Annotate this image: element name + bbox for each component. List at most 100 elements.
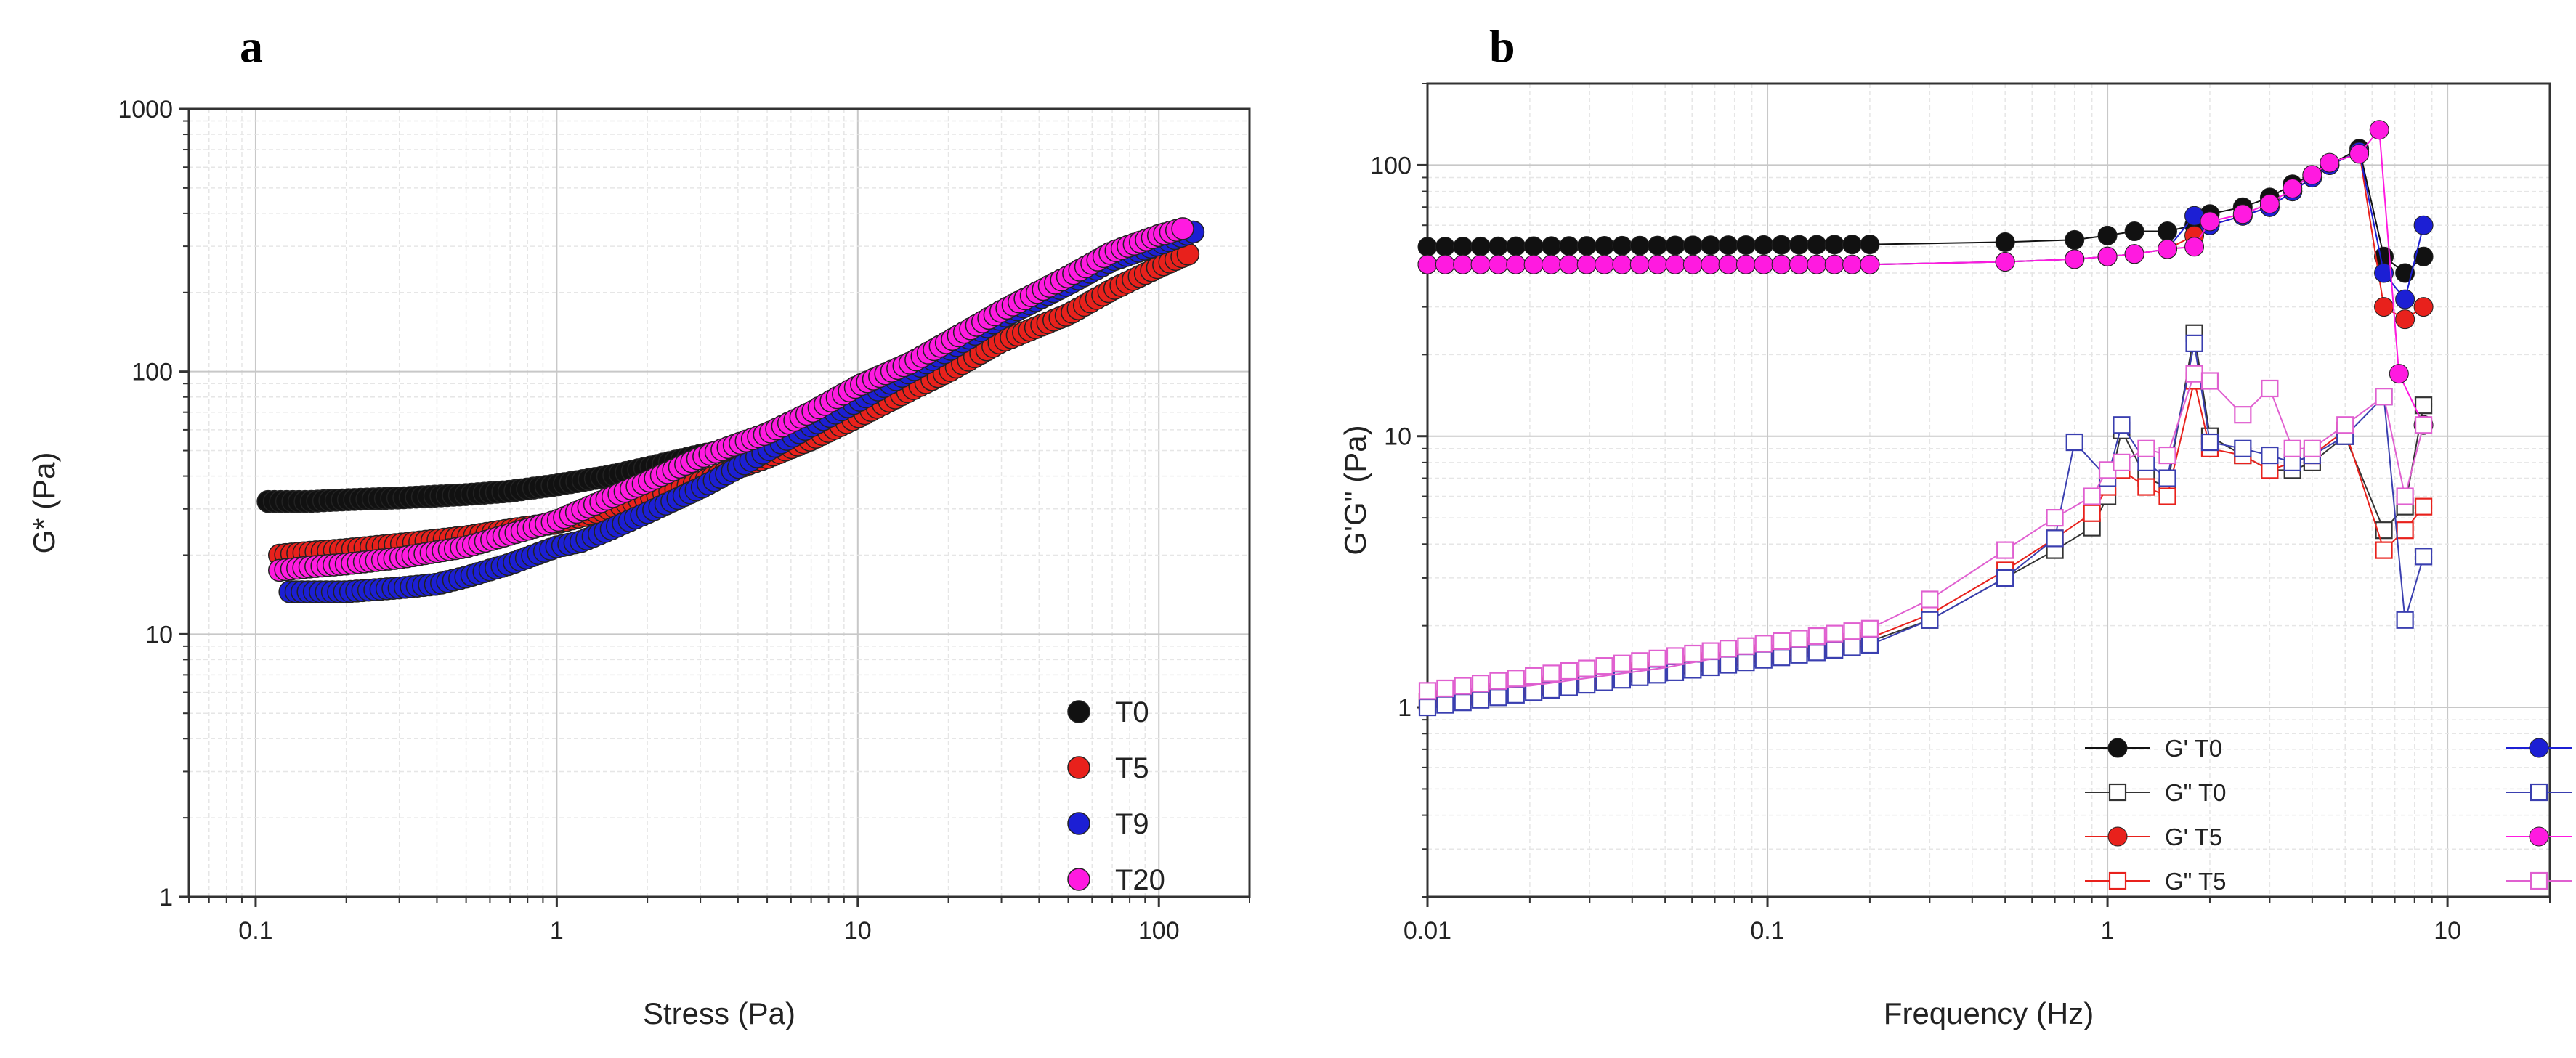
data-point (2157, 239, 2177, 259)
data-point (1826, 624, 1844, 643)
data-point (2413, 297, 2434, 317)
legend-label: G" T5 (2165, 868, 2226, 895)
data-point (1718, 254, 1738, 274)
legend-label: T9 (1115, 808, 1149, 840)
data-point (1771, 254, 1791, 274)
data-point (2083, 504, 2101, 522)
plot-area (256, 217, 1205, 603)
data-point (2065, 229, 2085, 250)
data-point (2113, 453, 2131, 471)
data-point (1471, 691, 1490, 709)
data-point (2200, 211, 2220, 232)
grid (1427, 83, 2551, 898)
series-G"-T9 (1418, 334, 2433, 717)
plot-frame (187, 107, 1251, 898)
data-point (2046, 529, 2064, 548)
legend-marker (2107, 826, 2128, 847)
data-point (1542, 236, 1561, 256)
data-point (2234, 439, 2252, 457)
legend-marker (2108, 871, 2127, 890)
data-point (1996, 569, 2014, 587)
data-point (1470, 254, 1491, 274)
data-point (1995, 251, 2015, 272)
data-point (2336, 416, 2354, 434)
data-point (1789, 254, 1809, 274)
data-point (2184, 237, 2205, 257)
data-point (1666, 647, 1685, 665)
data-point (1612, 254, 1632, 274)
y-tick-label: 100 (131, 359, 173, 386)
legend-label: G' T5 (2165, 823, 2222, 850)
data-point (2083, 518, 2101, 537)
x-axis-label: Stress (Pa) (643, 996, 795, 1030)
legend: T0 T5 T9 T20 (1067, 696, 1165, 896)
data-point (1489, 672, 1507, 690)
data-point (1523, 254, 1544, 274)
legend: G' T0G" T0G' T5G" T5G' T9G" T9G' T20G" T… (2085, 735, 2572, 895)
data-point (2261, 461, 2279, 479)
data-point (1595, 235, 1615, 256)
data-point (1860, 254, 1880, 274)
data-point (1701, 235, 1721, 256)
legend-marker (2530, 871, 2548, 890)
data-point (2374, 263, 2394, 283)
data-point (1578, 659, 1596, 677)
x-axis-label: Frequency (Hz) (1884, 996, 2094, 1030)
data-point (2097, 225, 2118, 245)
data-point (2261, 446, 2279, 465)
data-point (2389, 364, 2409, 384)
data-point (1843, 622, 1861, 640)
y-tick-label: 1 (1398, 694, 1411, 722)
x-tick-label: 10 (2434, 917, 2461, 945)
legend-marker (2108, 783, 2127, 802)
data-point (1701, 254, 1721, 274)
data-point (1789, 235, 1809, 255)
data-point (2200, 372, 2219, 390)
data-point (1826, 640, 1844, 659)
legend-marker (2530, 783, 2548, 802)
series-line (1427, 373, 2425, 692)
data-point (1773, 632, 1791, 650)
data-point (1454, 693, 1472, 712)
x-tick-label: 0.01 (1404, 917, 1451, 945)
data-point (1435, 254, 1455, 274)
data-point (2097, 246, 2118, 266)
data-point (2302, 165, 2322, 185)
series-line (1427, 381, 2424, 703)
data-point (2395, 309, 2415, 330)
data-point (1737, 654, 1755, 672)
data-point (1719, 656, 1738, 674)
data-point (1824, 235, 1844, 255)
data-point (1631, 652, 1649, 670)
data-point (1921, 611, 1939, 629)
data-point (1507, 670, 1525, 688)
data-point (1454, 677, 1472, 695)
data-point (2374, 297, 2394, 317)
data-point (1417, 254, 1438, 274)
data-point (2413, 246, 2434, 266)
data-point (1488, 254, 1508, 274)
data-point (1418, 682, 1437, 700)
data-point (1842, 235, 1863, 255)
data-point (2303, 439, 2321, 457)
data-point (1525, 667, 1543, 685)
legend-label: G' T0 (2165, 735, 2222, 762)
y-tick-label: 10 (145, 621, 173, 648)
data-point (1488, 236, 1508, 256)
y-tick-label: 1000 (118, 96, 173, 123)
data-point (1171, 217, 1194, 240)
series-G"-T5 (1418, 372, 2433, 711)
data-point (2158, 446, 2176, 465)
data-point (1860, 635, 1879, 654)
data-point (2413, 215, 2434, 235)
data-point (2375, 388, 2393, 406)
data-point (1506, 254, 1526, 274)
data-point (2261, 379, 2279, 398)
data-point (1860, 235, 1880, 255)
data-point (1996, 541, 2014, 559)
data-point (1682, 235, 1703, 256)
data-point (2113, 416, 2131, 434)
data-point (1648, 235, 1668, 256)
series-G'-T5 (1417, 142, 2434, 330)
series-line (1427, 150, 2424, 320)
